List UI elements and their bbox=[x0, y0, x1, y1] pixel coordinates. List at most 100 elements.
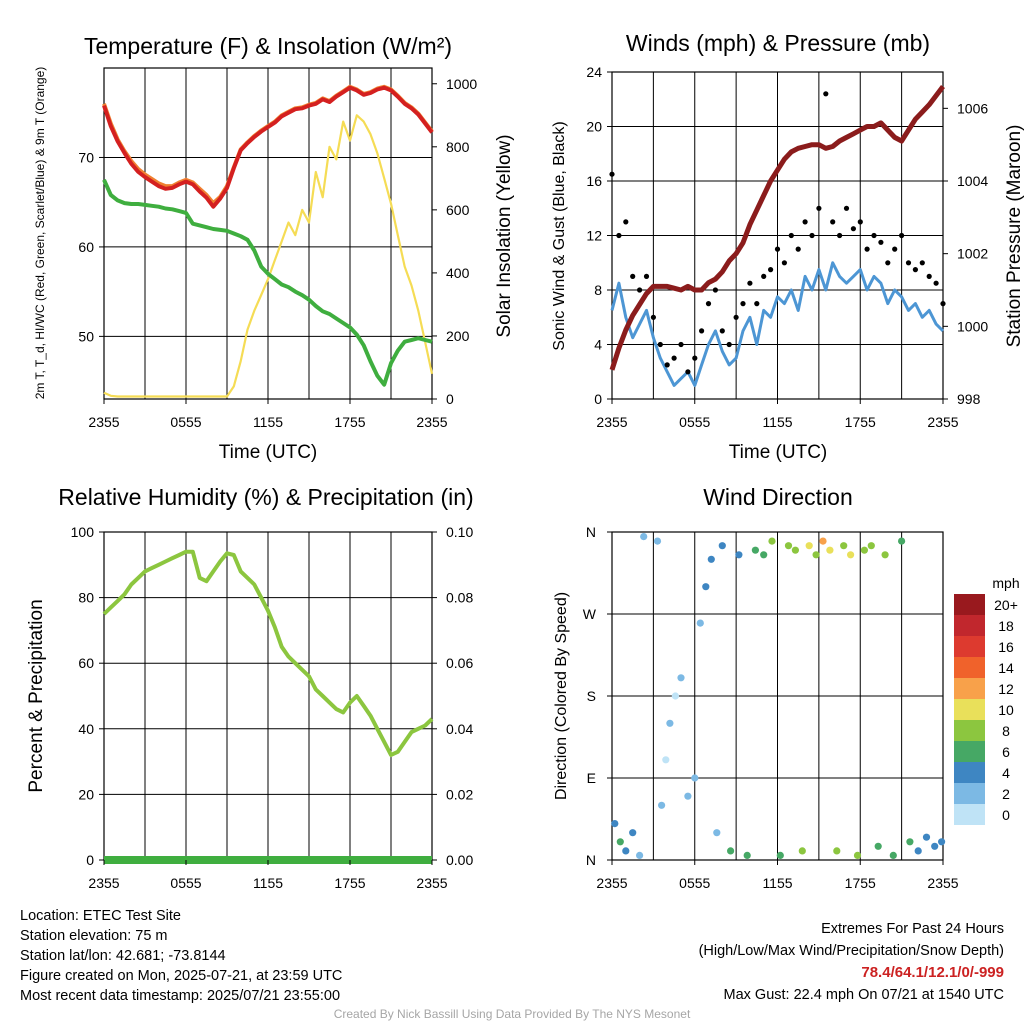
y2-tick-label: 1006 bbox=[957, 100, 988, 116]
x-tick-label: 1755 bbox=[334, 875, 365, 891]
gust-point bbox=[699, 328, 705, 334]
gust-point bbox=[685, 369, 691, 375]
recent-timestamp: Most recent data timestamp: 2025/07/21 2… bbox=[20, 988, 341, 1004]
pressure-line bbox=[609, 84, 945, 371]
gust-point bbox=[816, 205, 822, 211]
gust-point bbox=[781, 260, 788, 266]
gust-point bbox=[885, 260, 891, 266]
gust-point bbox=[878, 239, 884, 245]
gust-point bbox=[933, 280, 939, 286]
y2-tick-label: 0.06 bbox=[446, 655, 473, 671]
gust-point bbox=[733, 314, 739, 320]
temperature-insolation-panel: 2355 0555 1155 1755 2355 50 60 70 0 200 400 600 800 1… bbox=[33, 33, 515, 463]
chart-title: Winds (mph) & Pressure (mb) bbox=[626, 30, 930, 56]
direction-point bbox=[931, 842, 939, 850]
direction-point bbox=[798, 847, 806, 855]
direction-point bbox=[791, 546, 800, 554]
x-tick-label: 1755 bbox=[334, 414, 365, 430]
colorbar-label: 8 bbox=[1002, 723, 1010, 739]
gust-point bbox=[864, 246, 870, 252]
y-tick-label: 0 bbox=[594, 391, 602, 407]
direction-point bbox=[658, 801, 666, 809]
colorbar-swatch bbox=[954, 678, 985, 699]
colorbar-swatch bbox=[954, 615, 985, 636]
y-tick-label: N bbox=[586, 524, 596, 540]
x-tick-label: 1755 bbox=[845, 875, 876, 891]
gust-point bbox=[871, 232, 877, 239]
colorbar-label: 18 bbox=[998, 618, 1014, 634]
chart-title: Temperature (F) & Insolation (W/m²) bbox=[84, 33, 452, 59]
x-tick-label: 0555 bbox=[679, 414, 710, 430]
humidity-line bbox=[102, 549, 434, 757]
colorbar-label: 14 bbox=[998, 660, 1014, 676]
colorbar-swatch bbox=[954, 699, 985, 720]
y2-tick-label: 0.00 bbox=[446, 852, 473, 868]
x-tick-label: 0555 bbox=[170, 414, 201, 430]
y2-tick-label: 1000 bbox=[957, 318, 988, 334]
direction-point bbox=[922, 833, 931, 841]
direction-point bbox=[629, 829, 637, 837]
y2-tick-label: 0.02 bbox=[446, 786, 473, 802]
y-tick-label: 100 bbox=[71, 524, 95, 540]
winds-pressure-panel: 2355 0555 1155 1755 2355 0 4 8 12 16 20 24 998 1000 10… bbox=[551, 30, 1024, 463]
gust-point bbox=[705, 301, 712, 307]
direction-point bbox=[874, 842, 882, 850]
y2-tick-label: 0 bbox=[446, 391, 454, 407]
y-tick-label: 20 bbox=[586, 119, 602, 135]
y-axis-label: Sonic Wind & Gust (Blue, Black) bbox=[551, 121, 568, 350]
max-gust: Max Gust: 22.4 mph On 07/21 at 1540 UTC bbox=[723, 987, 1004, 1003]
direction-point bbox=[914, 847, 922, 855]
direction-point bbox=[867, 542, 875, 550]
colorbar-swatch bbox=[954, 657, 985, 678]
gust-point bbox=[837, 232, 843, 239]
y-tick-label: 20 bbox=[78, 786, 94, 802]
x-tick-label: 2355 bbox=[88, 875, 119, 891]
y-tick-label: 12 bbox=[586, 228, 602, 244]
y-tick-label: 50 bbox=[78, 328, 94, 344]
x-tick-label: 2355 bbox=[596, 414, 627, 430]
y-tick-label: 40 bbox=[78, 721, 94, 737]
y-tick-label: 70 bbox=[78, 149, 94, 165]
gust-point bbox=[940, 301, 946, 307]
colorbar-swatch bbox=[954, 762, 985, 783]
gust-point bbox=[912, 267, 919, 273]
x-tick-label: 1155 bbox=[253, 414, 283, 430]
direction-point bbox=[760, 551, 768, 559]
gust-point bbox=[740, 301, 746, 307]
colorbar-label: 6 bbox=[1002, 744, 1010, 760]
direction-point bbox=[691, 774, 699, 782]
direction-point bbox=[735, 551, 743, 559]
gust-point bbox=[623, 219, 629, 225]
direction-point bbox=[616, 838, 624, 846]
direction-point bbox=[938, 838, 946, 846]
x-tick-label: 2355 bbox=[927, 414, 958, 430]
direction-point bbox=[702, 583, 710, 591]
gust-point bbox=[768, 267, 774, 273]
gust-point bbox=[892, 246, 898, 252]
dewpoint-line bbox=[102, 178, 433, 387]
y-tick-label: W bbox=[583, 606, 597, 622]
gust-point bbox=[657, 341, 663, 348]
gust-point bbox=[830, 219, 836, 225]
y-tick-label: N bbox=[586, 852, 596, 868]
colorbar-swatch bbox=[954, 804, 985, 825]
sonic-wind-line bbox=[610, 261, 945, 387]
temp-2m-line bbox=[102, 85, 434, 209]
y2-tick-label: 1004 bbox=[957, 173, 988, 189]
colorbar-swatch bbox=[954, 636, 985, 657]
direction-point bbox=[906, 838, 914, 846]
humidity-precipitation-panel: 2355 0555 1155 1755 2355 0 20 40 60 80 100 0.00 0.02… bbox=[26, 484, 474, 891]
y-tick-label: 24 bbox=[586, 64, 602, 80]
y-tick-label: S bbox=[587, 688, 596, 704]
direction-point bbox=[812, 551, 820, 559]
y2-axis-label: Station Pressure (Maroon) bbox=[1004, 125, 1024, 348]
direction-point bbox=[666, 719, 674, 727]
gust-point bbox=[823, 91, 829, 97]
gust-point bbox=[754, 301, 760, 307]
direction-point bbox=[881, 551, 889, 559]
direction-point bbox=[853, 851, 862, 860]
gust-point bbox=[850, 226, 857, 232]
direction-point bbox=[696, 619, 704, 627]
credit-line: Created By Nick Bassill Using Data Provi… bbox=[333, 1007, 691, 1021]
